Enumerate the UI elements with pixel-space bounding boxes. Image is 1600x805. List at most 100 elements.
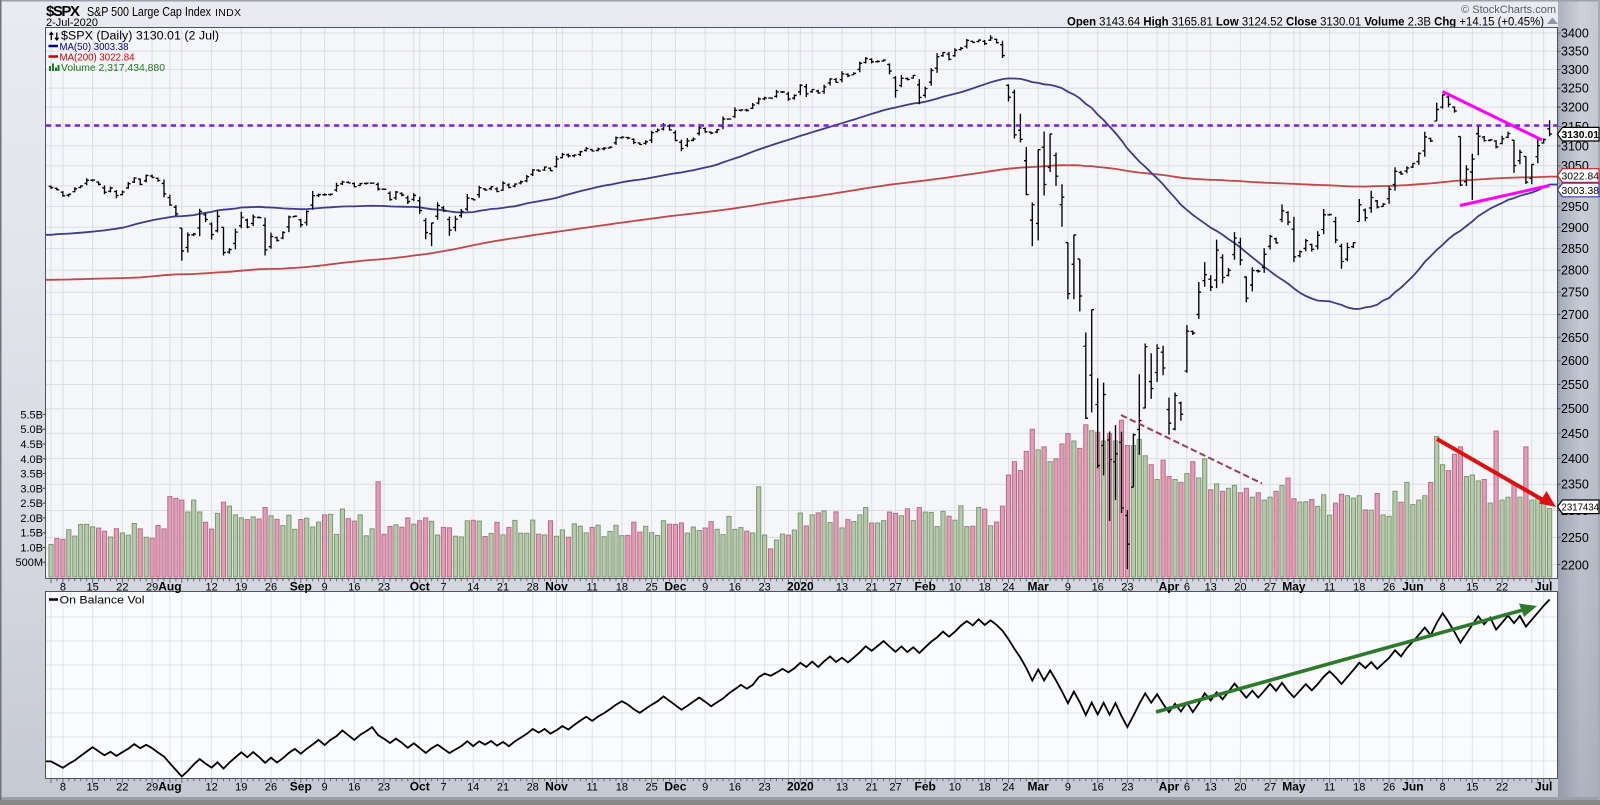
svg-text:12: 12 xyxy=(205,782,217,794)
svg-text:28: 28 xyxy=(527,582,539,594)
svg-text:2850: 2850 xyxy=(1561,242,1589,256)
svg-text:7: 7 xyxy=(440,782,446,794)
svg-text:18: 18 xyxy=(979,582,991,594)
svg-text:Oct: Oct xyxy=(410,580,430,594)
svg-text:6: 6 xyxy=(1184,582,1190,594)
svg-text:9: 9 xyxy=(322,582,328,594)
svg-text:3.0B: 3.0B xyxy=(20,483,43,495)
svg-text:9: 9 xyxy=(322,782,328,794)
svg-text:9: 9 xyxy=(1065,582,1071,594)
svg-text:14: 14 xyxy=(467,582,479,594)
svg-text:23: 23 xyxy=(758,582,770,594)
svg-text:21: 21 xyxy=(497,782,509,794)
svg-text:Apr: Apr xyxy=(1159,780,1180,794)
svg-text:Aug: Aug xyxy=(158,780,181,794)
svg-text:5.0B: 5.0B xyxy=(20,424,43,436)
svg-text:S&P 500 Large Cap Index: S&P 500 Large Cap Index xyxy=(87,5,212,19)
svg-text:16: 16 xyxy=(1092,782,1104,794)
svg-text:Mar: Mar xyxy=(1028,780,1050,794)
svg-text:27: 27 xyxy=(1264,582,1276,594)
svg-text:2317434: 2317434 xyxy=(1562,502,1600,514)
svg-text:25: 25 xyxy=(645,582,657,594)
svg-text:13: 13 xyxy=(836,782,848,794)
svg-text:May: May xyxy=(1282,580,1306,594)
svg-text:18: 18 xyxy=(1353,582,1365,594)
svg-text:5.5B: 5.5B xyxy=(20,409,43,421)
svg-text:1.0B: 1.0B xyxy=(20,542,43,554)
svg-text:15: 15 xyxy=(86,582,98,594)
svg-text:2020: 2020 xyxy=(787,780,814,794)
svg-text:16: 16 xyxy=(1092,582,1104,594)
svg-text:On Balance Vol: On Balance Vol xyxy=(60,595,145,607)
svg-text:2600: 2600 xyxy=(1561,354,1589,368)
svg-text:7: 7 xyxy=(440,582,446,594)
svg-text:18: 18 xyxy=(616,582,628,594)
svg-text:Nov: Nov xyxy=(545,580,568,594)
svg-text:23: 23 xyxy=(378,782,390,794)
svg-text:Oct: Oct xyxy=(410,780,430,794)
svg-text:15: 15 xyxy=(86,782,98,794)
svg-text:3400: 3400 xyxy=(1561,27,1589,41)
svg-text:Sep: Sep xyxy=(290,580,312,594)
svg-text:9: 9 xyxy=(1065,782,1071,794)
svg-text:8: 8 xyxy=(1440,582,1446,594)
svg-text:21: 21 xyxy=(866,782,878,794)
svg-text:Apr: Apr xyxy=(1159,580,1180,594)
svg-text:3300: 3300 xyxy=(1561,63,1589,77)
svg-text:26: 26 xyxy=(265,582,277,594)
svg-text:2800: 2800 xyxy=(1561,264,1589,278)
svg-text:Feb: Feb xyxy=(915,780,936,794)
svg-text:29: 29 xyxy=(146,782,158,794)
svg-text:3022.84: 3022.84 xyxy=(1562,170,1600,182)
svg-text:26: 26 xyxy=(1383,582,1395,594)
svg-text:Open 3143.64 High 3165.81 Low: Open 3143.64 High 3165.81 Low 3124.52 Cl… xyxy=(1067,17,1544,29)
svg-text:10: 10 xyxy=(949,582,961,594)
svg-text:$SPX (Daily) 3130.01 (2 Jul): $SPX (Daily) 3130.01 (2 Jul) xyxy=(61,31,219,43)
svg-text:26: 26 xyxy=(1383,782,1395,794)
svg-text:8: 8 xyxy=(60,582,66,594)
svg-text:6: 6 xyxy=(1184,782,1190,794)
svg-text:28: 28 xyxy=(527,782,539,794)
svg-text:2020: 2020 xyxy=(787,580,814,594)
svg-text:2400: 2400 xyxy=(1561,452,1589,466)
svg-text:2650: 2650 xyxy=(1561,331,1589,345)
svg-text:26: 26 xyxy=(265,782,277,794)
svg-text:20: 20 xyxy=(1234,782,1246,794)
svg-text:3350: 3350 xyxy=(1561,45,1589,59)
svg-text:27: 27 xyxy=(1264,782,1276,794)
svg-text:INDX: INDX xyxy=(215,7,241,19)
svg-text:2900: 2900 xyxy=(1561,221,1589,235)
svg-text:12: 12 xyxy=(205,582,217,594)
svg-text:13: 13 xyxy=(836,582,848,594)
svg-text:24: 24 xyxy=(1002,582,1014,594)
svg-text:22: 22 xyxy=(1496,582,1508,594)
svg-text:2.5B: 2.5B xyxy=(20,498,43,510)
svg-text:19: 19 xyxy=(235,582,247,594)
svg-text:23: 23 xyxy=(1121,582,1133,594)
svg-text:Sep: Sep xyxy=(290,780,312,794)
svg-text:3130.01: 3130.01 xyxy=(1562,129,1600,141)
svg-text:3.5B: 3.5B xyxy=(20,469,43,481)
svg-text:22: 22 xyxy=(116,782,128,794)
svg-text:2200: 2200 xyxy=(1561,558,1589,572)
svg-text:Nov: Nov xyxy=(545,780,568,794)
svg-text:Jun: Jun xyxy=(1402,780,1423,794)
svg-text:24: 24 xyxy=(1002,782,1014,794)
svg-text:2750: 2750 xyxy=(1561,286,1589,300)
svg-text:9: 9 xyxy=(702,782,708,794)
svg-text:2350: 2350 xyxy=(1561,478,1589,492)
svg-text:11: 11 xyxy=(1324,782,1335,794)
svg-text:11: 11 xyxy=(1324,582,1335,594)
svg-text:16: 16 xyxy=(348,582,360,594)
svg-text:16: 16 xyxy=(729,782,741,794)
svg-text:19: 19 xyxy=(235,782,247,794)
svg-text:11: 11 xyxy=(586,582,597,594)
svg-text:4.5B: 4.5B xyxy=(20,439,43,451)
svg-text:Mar: Mar xyxy=(1028,580,1050,594)
svg-text:3003.38: 3003.38 xyxy=(1562,185,1600,197)
svg-text:Dec: Dec xyxy=(664,780,686,794)
svg-text:22: 22 xyxy=(1496,782,1508,794)
svg-text:16: 16 xyxy=(729,582,741,594)
svg-text:Jul: Jul xyxy=(1535,580,1552,594)
svg-text:$SPX: $SPX xyxy=(46,3,80,20)
